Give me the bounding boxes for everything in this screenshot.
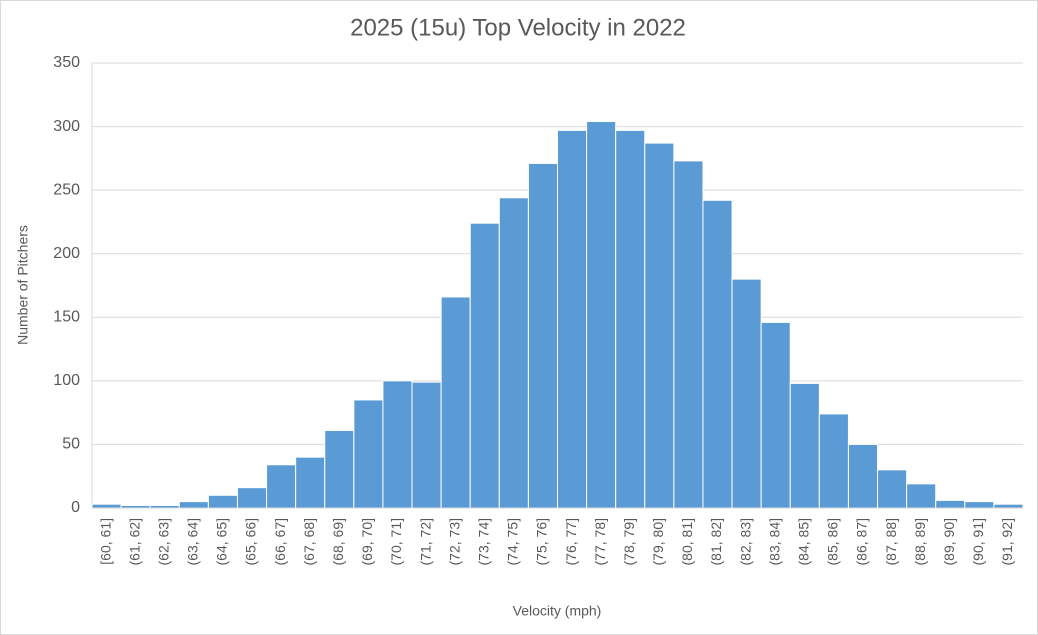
- bar: [877, 469, 908, 509]
- x-tick-label: (72, 73]: [446, 518, 462, 565]
- x-tick-label: (71, 72]: [417, 518, 433, 565]
- x-tick-label: (64, 65]: [214, 518, 230, 565]
- x-tick-label: [60, 61]: [97, 518, 113, 565]
- y-tick-label: 300: [53, 118, 80, 135]
- bar: [498, 197, 529, 509]
- x-tick-label: (90, 91]: [970, 518, 986, 565]
- y-tick-label: 350: [53, 54, 80, 71]
- bar: [906, 483, 937, 509]
- x-tick-label: (62, 63]: [155, 518, 171, 565]
- x-tick-label: (76, 77]: [563, 518, 579, 565]
- x-tick-label: (61, 62]: [126, 518, 142, 565]
- bar: [760, 321, 791, 509]
- y-tick-label: 50: [62, 436, 80, 453]
- bar: [644, 142, 675, 509]
- x-tick-label: (63, 64]: [185, 518, 201, 565]
- chart-title: 2025 (15u) Top Velocity in 2022: [350, 14, 686, 41]
- x-tick-label: (68, 69]: [330, 518, 346, 565]
- x-tick-label: (67, 68]: [301, 518, 317, 565]
- bar: [353, 399, 384, 509]
- y-tick-label: 200: [53, 245, 80, 262]
- bar: [789, 382, 820, 509]
- bar: [266, 464, 297, 509]
- x-tick-label: (78, 79]: [621, 518, 637, 565]
- x-tick-label: (70, 71]: [388, 518, 404, 565]
- bar: [702, 199, 733, 509]
- bar: [673, 160, 704, 509]
- bar: [91, 503, 122, 509]
- x-tick-label: (86, 87]: [854, 518, 870, 565]
- x-tick-label: (84, 85]: [796, 518, 812, 565]
- x-tick-label: (81, 82]: [708, 518, 724, 565]
- x-tick-label: (85, 86]: [825, 518, 841, 565]
- x-tick-label: (69, 70]: [359, 518, 375, 565]
- bar: [236, 487, 268, 509]
- x-tick-label: (82, 83]: [737, 518, 753, 565]
- x-tick-label: (77, 78]: [592, 518, 608, 565]
- bar: [207, 494, 238, 509]
- x-tick-label: (91, 92]: [999, 518, 1015, 565]
- x-tick-label: (73, 74]: [475, 518, 491, 565]
- bar: [586, 120, 617, 509]
- y-tick-label: 0: [71, 499, 80, 516]
- x-tick-label: (88, 89]: [912, 518, 928, 565]
- bar: [847, 443, 879, 509]
- y-tick-label: 100: [53, 372, 80, 389]
- bar: [295, 456, 326, 509]
- x-tick-label: (74, 75]: [505, 518, 521, 565]
- bar: [527, 162, 558, 509]
- bar: [178, 501, 209, 509]
- y-tick-label: 150: [53, 309, 80, 326]
- bar: [557, 129, 588, 509]
- bar: [324, 429, 355, 509]
- bar: [382, 380, 413, 509]
- x-tick-label: (65, 66]: [243, 518, 259, 565]
- bar: [469, 222, 500, 509]
- x-tick-label: (87, 88]: [883, 518, 899, 565]
- bar: [818, 413, 849, 509]
- x-tick-label: (89, 90]: [941, 518, 957, 565]
- bar: [440, 296, 471, 509]
- x-tick-label: (83, 84]: [766, 518, 782, 565]
- bar: [731, 278, 762, 509]
- y-axis-label: Number of Pitchers: [15, 225, 31, 345]
- x-tick-label: (66, 67]: [272, 518, 288, 565]
- bar: [411, 381, 442, 509]
- x-axis-label: Velocity (mph): [513, 603, 602, 619]
- bar: [615, 129, 646, 509]
- bar: [935, 499, 966, 509]
- x-tick-label: (80, 81]: [679, 518, 695, 565]
- bar: [964, 501, 995, 509]
- x-tick-label: (79, 80]: [650, 518, 666, 565]
- x-tick-label: (75, 76]: [534, 518, 550, 565]
- y-tick-label: 250: [53, 181, 80, 198]
- bar: [993, 503, 1024, 509]
